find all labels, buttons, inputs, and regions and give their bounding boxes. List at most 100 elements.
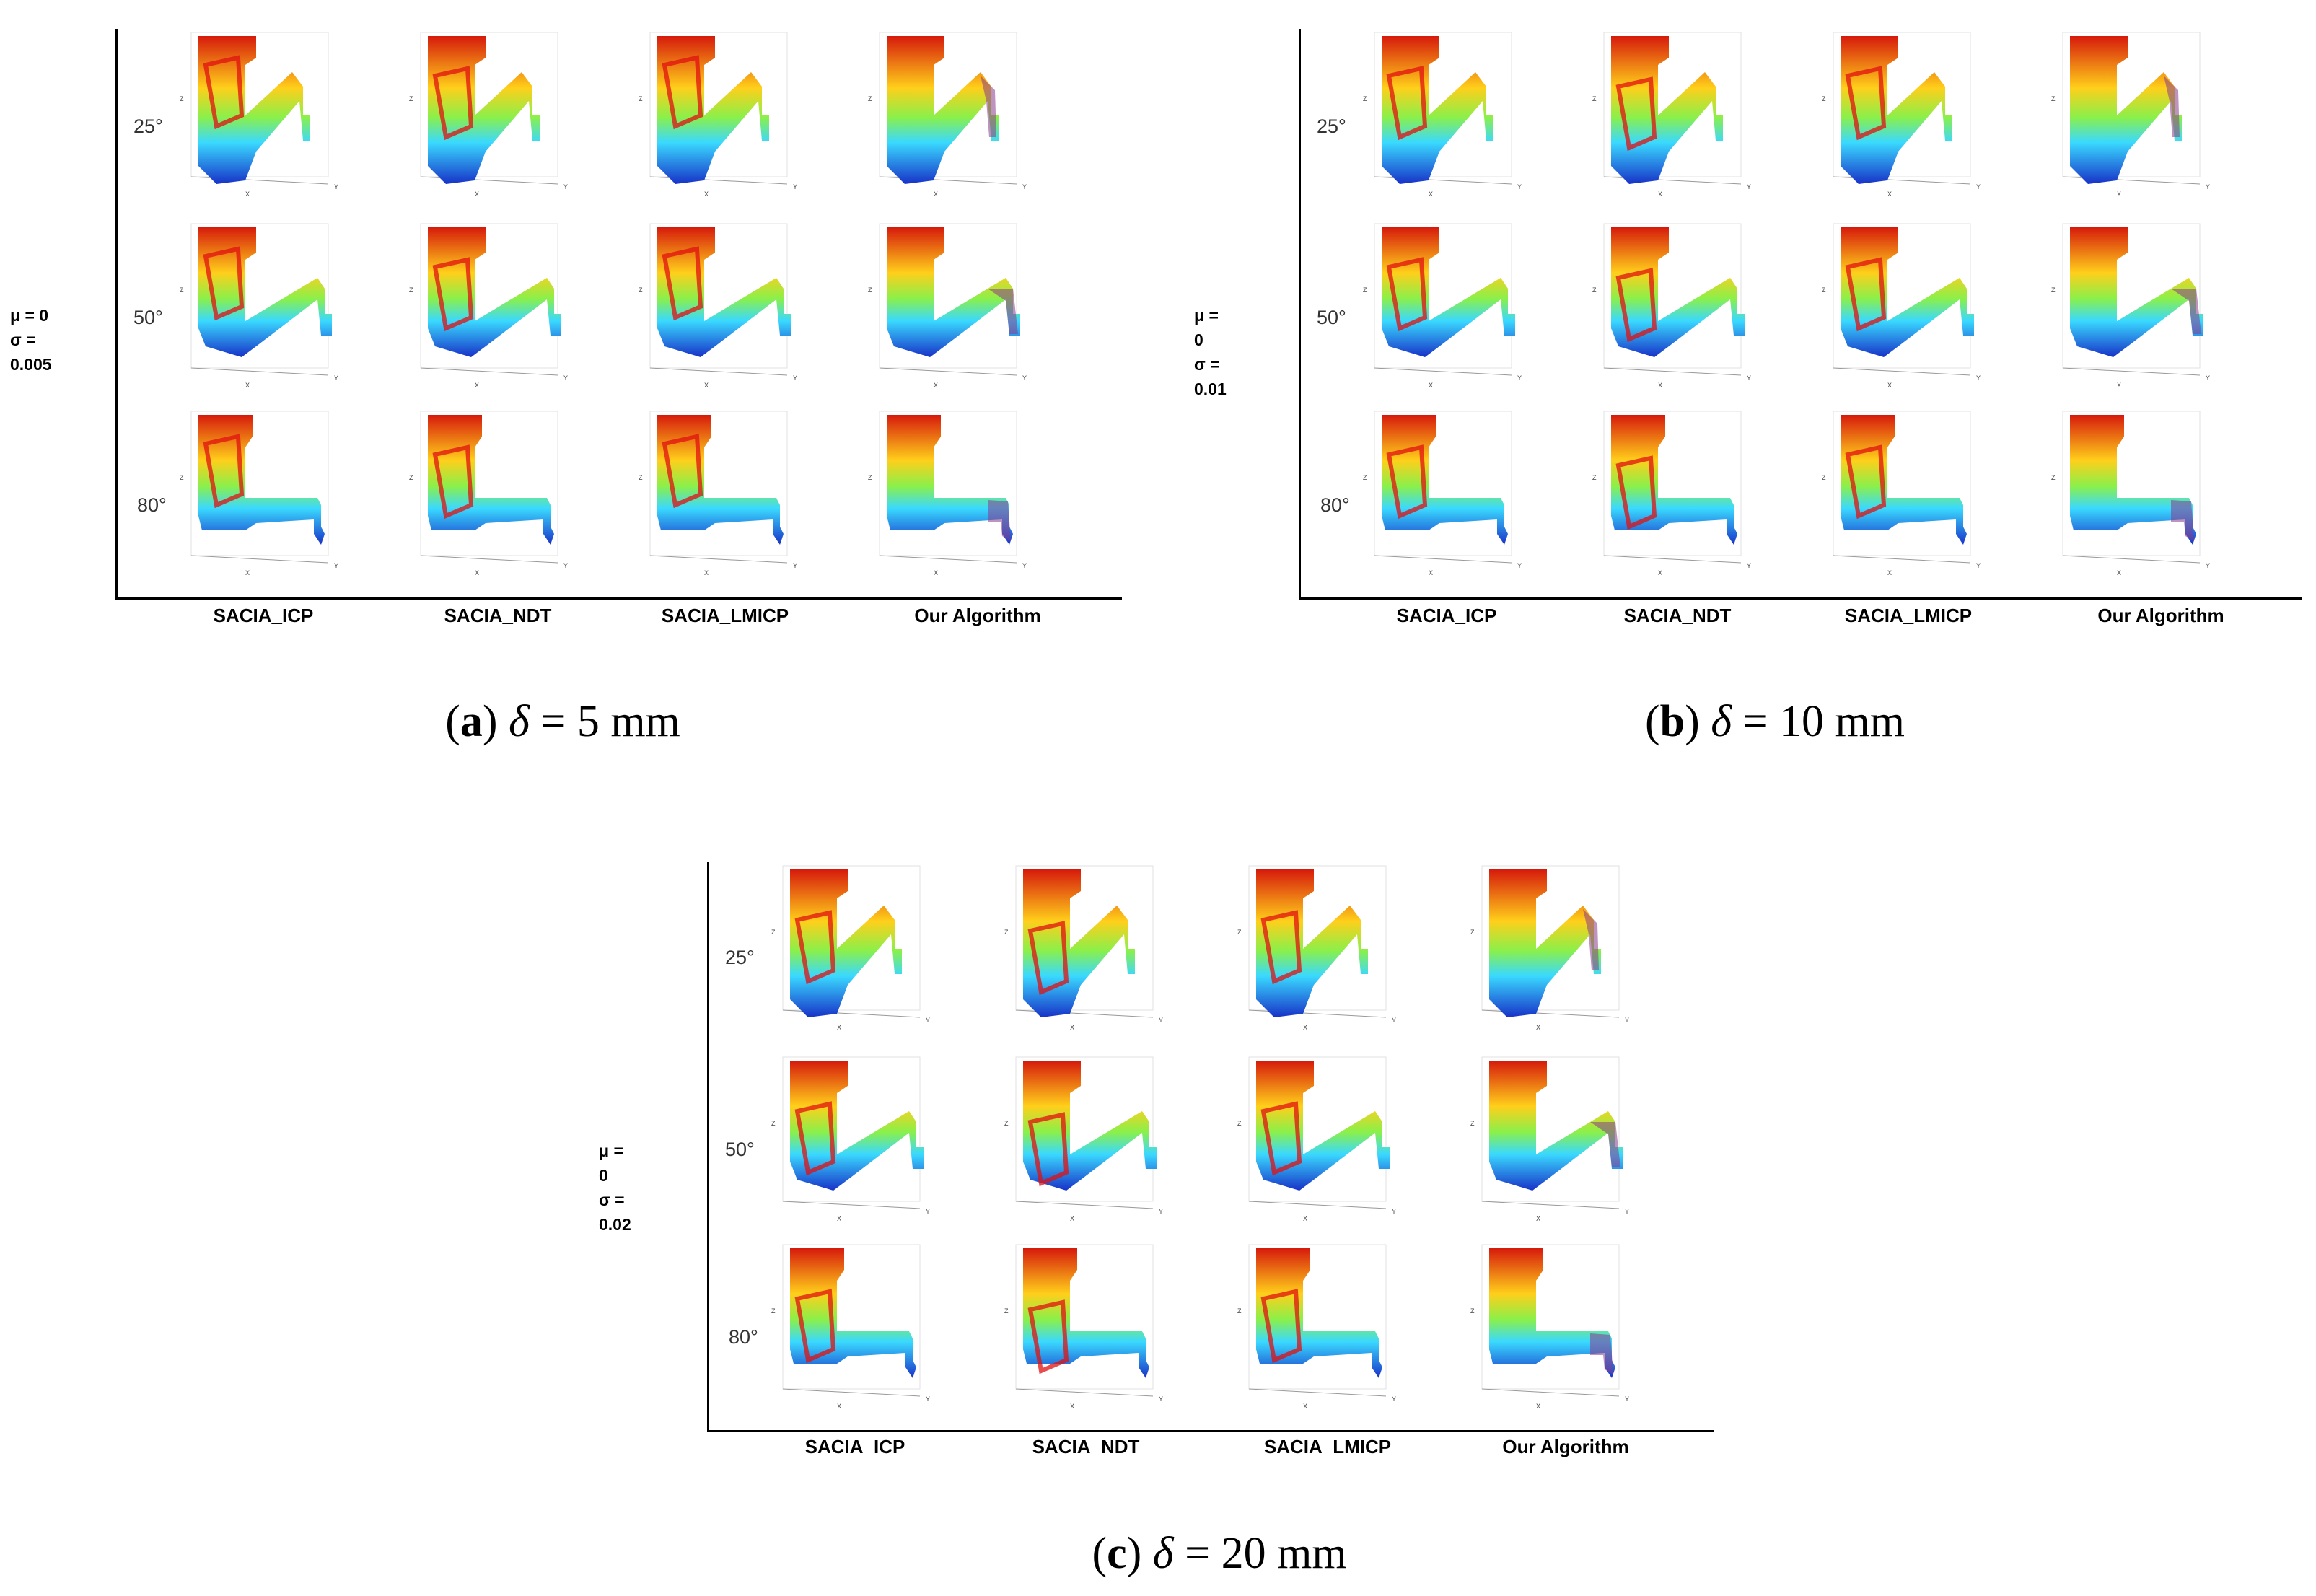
panel-a-caption: (a) δ = 5 mm	[445, 697, 680, 746]
x-axis-label: X	[934, 382, 938, 389]
panel-c-label-sacia-lmicp: SACIA_LMICP	[1263, 1436, 1392, 1457]
z-axis-label: Z	[1470, 929, 1475, 936]
aligned-overlay	[988, 500, 1011, 541]
panel-c-caption: (c) δ = 20 mm	[1092, 1529, 1347, 1578]
y-axis-label: Y	[1159, 1017, 1163, 1024]
misaligned-overlay	[794, 1289, 836, 1364]
panel-a-caption-letter: a	[460, 697, 483, 746]
z-axis-label: Z	[2051, 286, 2056, 294]
y-axis-label: Y	[1976, 374, 1981, 382]
z-axis-label: Z	[409, 286, 413, 294]
point-cloud-c-80deg-our-algorithm: Z X Y	[1468, 1241, 1641, 1421]
panel-b-label-our-algorithm: Our Algorithm	[2097, 605, 2224, 626]
x-axis-label: X	[1429, 382, 1433, 389]
model-point-cloud	[1382, 415, 1508, 545]
model-point-cloud	[1023, 1061, 1157, 1191]
panel-c-bottom-axis	[707, 1430, 1714, 1432]
point-cloud-a-80deg-our-algorithm: Z X Y	[865, 408, 1038, 588]
z-axis-label: Z	[1363, 286, 1367, 294]
point-cloud-c-50deg-sacia_icp: Z X Y	[768, 1053, 942, 1234]
model-point-cloud	[198, 227, 332, 357]
model-point-cloud	[1256, 1248, 1382, 1378]
misaligned-overlay	[1027, 921, 1069, 996]
x-axis-label: X	[1536, 1215, 1540, 1222]
model-point-cloud	[1611, 227, 1745, 357]
misaligned-overlay	[662, 55, 703, 130]
misaligned-overlay	[1845, 257, 1887, 332]
y-axis-label: Y	[334, 562, 338, 569]
point-cloud-plot: Z X Y	[180, 32, 338, 198]
point-cloud-plot: Z X Y	[639, 223, 797, 389]
point-cloud-b-50deg-our-algorithm: Z X Y	[2048, 220, 2221, 400]
z-axis-label: Z	[639, 474, 643, 481]
point-cloud-plot: Z X Y	[1237, 865, 1396, 1031]
y-axis-label: Y	[793, 374, 797, 382]
misaligned-overlay	[1386, 66, 1428, 141]
aligned-overlay	[981, 76, 996, 137]
point-cloud-b-80deg-sacia_ndt: Z X Y	[1589, 408, 1763, 588]
panel-c-caption-text: = 20 mm	[1173, 1529, 1347, 1578]
z-axis-label: Z	[1237, 1120, 1242, 1127]
point-cloud-b-80deg-sacia_lmicp: Z X Y	[1819, 408, 1992, 588]
x-axis-label: X	[475, 569, 479, 576]
x-axis-label: X	[704, 569, 709, 576]
point-cloud-b-80deg-sacia_icp: Z X Y	[1360, 408, 1533, 588]
panel-b-caption-letter: b	[1659, 697, 1685, 746]
y-axis-label: Y	[1392, 1395, 1396, 1403]
model-point-cloud	[2070, 415, 2196, 545]
misaligned-overlay	[1260, 1289, 1302, 1364]
panel-a-label-sacia-lmicp: SACIA_LMICP	[661, 605, 789, 626]
model-point-cloud	[657, 227, 791, 357]
y-axis-label: Y	[2206, 183, 2210, 190]
model-point-cloud	[198, 415, 325, 545]
z-axis-label: Z	[771, 1120, 776, 1127]
y-axis-label: Y	[793, 183, 797, 190]
point-cloud-plot: Z X Y	[409, 32, 568, 198]
model-point-cloud	[1841, 36, 1952, 184]
point-cloud-plot: Z X Y	[1470, 1244, 1629, 1410]
z-axis-label: Z	[868, 95, 872, 102]
y-axis-label: Y	[334, 374, 338, 382]
misaligned-overlay	[432, 444, 474, 519]
model-point-cloud	[657, 415, 784, 545]
misaligned-overlay	[203, 434, 245, 509]
model-point-cloud	[1489, 869, 1601, 1017]
point-cloud-plot: Z X Y	[1237, 1244, 1396, 1410]
model-point-cloud	[790, 869, 902, 1017]
point-cloud-a-80deg-sacia_ndt: Z X Y	[406, 408, 579, 588]
model-point-cloud	[1489, 1248, 1615, 1378]
point-cloud-c-25deg-sacia_icp: Z X Y	[768, 862, 942, 1043]
panel-c-label-sacia-icp: SACIA_ICP	[804, 1436, 905, 1457]
point-cloud-plot: Z X Y	[868, 32, 1027, 198]
x-axis-label: X	[1536, 1024, 1540, 1031]
point-cloud-a-25deg-sacia_ndt: Z X Y	[406, 29, 579, 209]
point-cloud-plot: Z X Y	[771, 865, 930, 1031]
x-axis-label: X	[837, 1024, 841, 1031]
point-cloud-c-50deg-sacia_ndt: Z X Y	[1001, 1053, 1175, 1234]
model-point-cloud	[2070, 36, 2182, 184]
point-cloud-plot: Z X Y	[2051, 223, 2210, 389]
point-cloud-plot: Z X Y	[639, 32, 797, 198]
point-cloud-plot: Z X Y	[1004, 1056, 1163, 1222]
model-point-cloud	[790, 1061, 924, 1191]
y-axis-label: Y	[1747, 183, 1751, 190]
point-cloud-plot: Z X Y	[1004, 1244, 1163, 1410]
x-axis-label: X	[1070, 1215, 1074, 1222]
y-axis-label: Y	[793, 562, 797, 569]
model-point-cloud	[657, 36, 769, 184]
point-cloud-b-80deg-our-algorithm: Z X Y	[2048, 408, 2221, 588]
point-cloud-c-25deg-sacia_lmicp: Z X Y	[1234, 862, 1408, 1043]
z-axis-label: Z	[1004, 1120, 1009, 1127]
point-cloud-a-25deg-sacia_lmicp: Z X Y	[636, 29, 809, 209]
point-cloud-plot: Z X Y	[1237, 1056, 1396, 1222]
x-axis-label: X	[1536, 1403, 1540, 1410]
misaligned-overlay	[203, 246, 245, 321]
misaligned-overlay	[1615, 455, 1657, 530]
x-axis-label: X	[245, 190, 250, 198]
point-cloud-b-25deg-sacia_lmicp: Z X Y	[1819, 29, 1992, 209]
point-cloud-plot: Z X Y	[771, 1244, 930, 1410]
x-axis-label: X	[245, 382, 250, 389]
x-axis-label: X	[1887, 569, 1892, 576]
y-axis-label: Y	[1625, 1395, 1629, 1403]
misaligned-overlay	[432, 66, 474, 141]
